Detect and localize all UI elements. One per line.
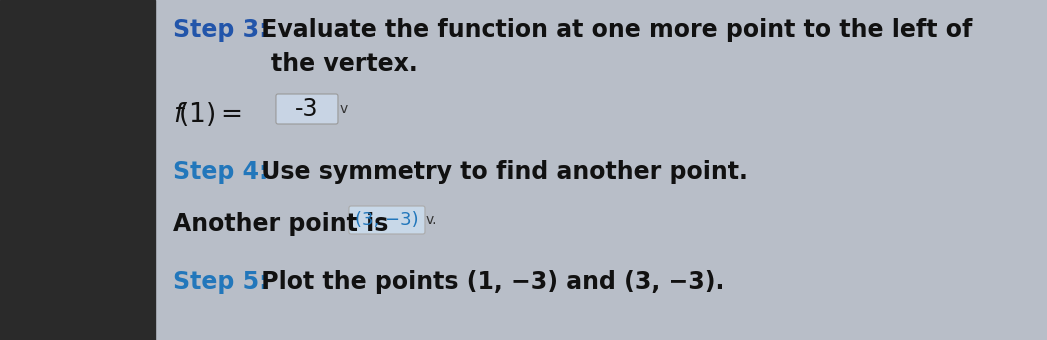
Text: Step 3:: Step 3: bbox=[173, 18, 268, 42]
FancyBboxPatch shape bbox=[276, 94, 338, 124]
Text: $f\!\left(1\right) =$: $f\!\left(1\right) =$ bbox=[173, 100, 242, 128]
Text: Step 5:: Step 5: bbox=[173, 270, 268, 294]
Text: Use symmetry to find another point.: Use symmetry to find another point. bbox=[253, 160, 748, 184]
Text: -3: -3 bbox=[295, 97, 318, 121]
Text: (3, −3): (3, −3) bbox=[355, 211, 419, 229]
Text: Plot the points (1, −3) and (3, −3).: Plot the points (1, −3) and (3, −3). bbox=[253, 270, 725, 294]
Text: the vertex.: the vertex. bbox=[271, 52, 418, 76]
Text: v: v bbox=[340, 102, 349, 116]
Text: Step 4:: Step 4: bbox=[173, 160, 268, 184]
Text: Evaluate the function at one more point to the left of: Evaluate the function at one more point … bbox=[253, 18, 973, 42]
Text: v.: v. bbox=[426, 213, 438, 227]
Bar bbox=[0, 0, 155, 340]
Text: Another point is: Another point is bbox=[173, 212, 397, 236]
FancyBboxPatch shape bbox=[349, 206, 425, 234]
